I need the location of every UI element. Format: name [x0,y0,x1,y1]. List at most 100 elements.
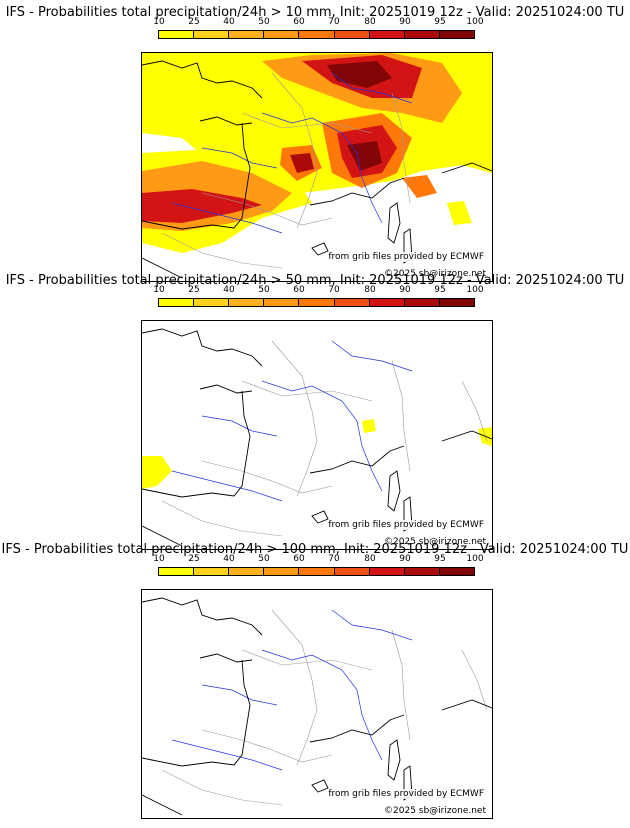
scale-label: 100 [466,17,484,27]
prob-area-red-west [142,189,262,223]
river-line [201,415,278,437]
scale-swatch [439,568,474,575]
color-scale-labels: 10 25 40 50 60 70 80 90 95 100 [142,554,492,565]
border-line [461,649,488,711]
scale-label: 50 [258,554,270,564]
scale-swatch [264,31,300,38]
river-line [331,609,413,641]
probability-areas [142,419,492,489]
scale-label: 95 [434,285,446,295]
scale-label: 10 [153,285,165,295]
scale-swatch [334,568,370,575]
river-line [171,470,283,502]
scale-label: 90 [399,554,411,564]
coastline [142,659,251,767]
coastline [142,122,251,230]
panel-50mm: IFS - Probabilities total precipitation/… [0,273,630,550]
coastline [441,699,492,711]
border-line [201,460,333,494]
panel-100mm: IFS - Probabilities total precipitation/… [0,542,630,819]
border-line [201,192,333,226]
prob-area-darkred-alps [347,141,382,171]
scale-label: 60 [293,285,305,295]
scale-label: 50 [258,285,270,295]
coastline [142,597,263,636]
prob-area-yellow-alps [362,419,376,433]
map-canvas [142,597,492,816]
scale-swatch [159,568,195,575]
scale-swatch [334,299,370,306]
coastline [311,510,329,524]
river-line [171,739,283,771]
probability-areas [142,53,492,253]
scale-label: 80 [364,17,376,27]
coastline [142,60,263,99]
color-scale-labels: 10 25 40 50 60 70 80 90 95 100 [142,285,492,296]
source-credit: from grib files provided by ECMWF [326,789,486,799]
scale-swatch [404,568,440,575]
coastline [441,162,492,174]
color-scale-bar [158,298,475,307]
scale-swatch [159,299,195,306]
panel-10mm: IFS - Probabilities total precipitation/… [0,5,630,282]
border-line [271,609,318,766]
coastline [199,116,253,126]
scale-swatch [404,299,440,306]
prob-area-orange-italy [402,175,437,198]
copyright-credit: ©2025 sb@irizone.net [382,269,488,279]
probability-map: from grib files provided by ECMWF ©2025 … [141,52,493,282]
scale-label: 40 [223,285,235,295]
coastlines [142,328,492,547]
river-line [361,177,383,224]
scale-label: 70 [328,554,340,564]
scale-swatch [439,299,474,306]
river-line [171,202,283,234]
scale-swatch [194,31,230,38]
border-line [241,112,373,134]
coastline [311,242,329,256]
coastline [199,653,253,663]
scale-label: 25 [188,285,200,295]
scale-swatch [229,299,265,306]
border-line [161,769,283,806]
panel-title: IFS - Probabilities total precipitation/… [5,5,625,20]
scale-label: 50 [258,17,270,27]
scale-label: 60 [293,17,305,27]
coastline [311,779,329,793]
coastline [387,739,401,781]
scale-label: 95 [434,554,446,564]
scale-swatch [264,568,300,575]
river-line [201,684,278,706]
coastline [142,390,251,498]
copyright-credit: ©2025 sb@irizone.net [382,806,488,816]
scale-label: 10 [153,554,165,564]
scale-label: 40 [223,17,235,27]
border-line [241,380,373,402]
border-line [391,629,411,741]
coastline [142,525,183,547]
country-borders [161,609,488,806]
border-line [271,340,318,497]
scale-label: 90 [399,17,411,27]
scale-swatch [299,299,335,306]
probability-map: from grib files provided by ECMWF ©2025 … [141,320,493,550]
scale-label: 100 [466,285,484,295]
scale-swatch [334,31,370,38]
coastline [142,257,183,279]
border-line [391,360,411,472]
map-canvas [142,53,492,279]
river-line [331,340,413,372]
river-line [261,380,363,447]
scale-swatch [299,568,335,575]
scale-swatch [194,299,230,306]
coastline [309,445,405,474]
border-line [201,729,333,763]
coastline [387,470,401,512]
source-credit: from grib files provided by ECMWF [326,520,486,530]
scale-label: 80 [364,554,376,564]
scale-label: 40 [223,554,235,564]
border-line [391,92,411,204]
river-line [361,445,383,492]
scale-label: 70 [328,17,340,27]
border-line [461,380,488,442]
